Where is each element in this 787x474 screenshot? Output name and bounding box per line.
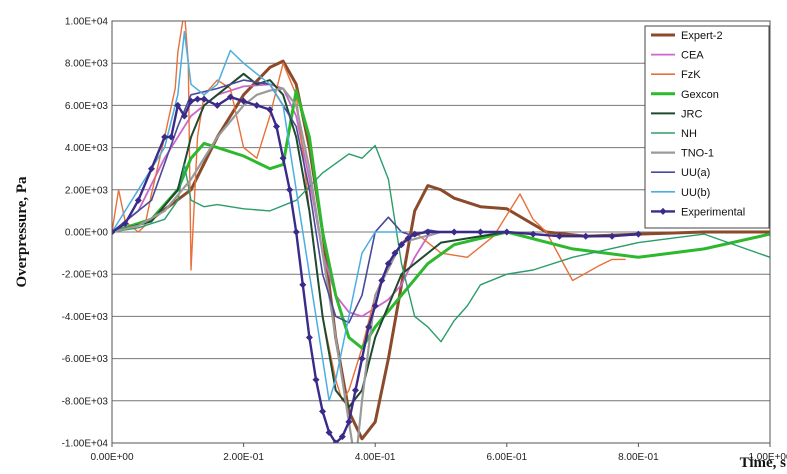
data-point-experimental xyxy=(305,334,313,341)
data-point-experimental xyxy=(424,228,432,236)
data-point-experimental xyxy=(161,133,169,141)
x-tick-label: 1.00E+00 xyxy=(748,452,787,463)
legend-label-nh: NH xyxy=(681,128,697,140)
data-point-experimental xyxy=(411,230,419,238)
series-line-nh xyxy=(112,144,770,343)
data-point-experimental xyxy=(555,232,563,240)
y-tick-label: 8.00E+03 xyxy=(65,59,109,70)
x-tick-label: 0.00E+00 xyxy=(90,452,134,463)
data-point-experimental xyxy=(608,232,616,240)
legend-label-experimental: Experimental xyxy=(681,206,745,218)
legend-label-uu-a: UU(a) xyxy=(681,167,710,179)
data-point-experimental xyxy=(194,95,202,103)
data-point-experimental xyxy=(279,154,287,162)
y-tick-label: 0.00E+00 xyxy=(65,228,109,239)
data-point-experimental xyxy=(240,97,248,105)
data-point-experimental xyxy=(213,101,221,109)
data-point-experimental xyxy=(292,228,300,236)
legend-label-uu-b: UU(b) xyxy=(681,187,710,199)
data-point-experimental xyxy=(503,228,511,236)
data-point-experimental xyxy=(200,95,208,103)
legend-label-gexcon: Gexcon xyxy=(681,89,719,101)
data-point-experimental xyxy=(345,418,353,426)
data-point-experimental xyxy=(338,433,346,441)
plot-border xyxy=(111,20,771,444)
data-point-experimental xyxy=(325,428,333,436)
legend-label-expert-2: Expert-2 xyxy=(681,30,723,42)
y-tick-label: 2.00E+03 xyxy=(65,185,109,196)
y-tick-label: 1.00E+04 xyxy=(65,17,109,28)
data-point-experimental xyxy=(384,260,392,268)
data-point-experimental xyxy=(332,439,340,443)
data-point-experimental xyxy=(312,376,320,384)
legend-label-fzk: FzK xyxy=(681,69,701,81)
legend-label-cea: CEA xyxy=(681,50,704,62)
data-point-experimental xyxy=(378,277,386,285)
data-point-experimental xyxy=(529,230,537,238)
x-axis-title: Time, s xyxy=(740,455,787,471)
data-point-experimental xyxy=(266,106,274,114)
data-point-experimental xyxy=(226,93,234,101)
y-tick-label: -4.00E+03 xyxy=(62,312,109,323)
x-tick-label: 2.00E-01 xyxy=(223,452,264,463)
legend: Expert-2 CEA FzK Gexcon JRC NH TNO-1 UU(a) UU(b)… xyxy=(644,25,770,229)
data-point-experimental xyxy=(371,302,379,310)
data-point-experimental xyxy=(121,220,129,228)
legend-items: Expert-2 CEA FzK Gexcon JRC NH TNO-1 UU(a) UU(b)… xyxy=(651,30,745,218)
legend-box xyxy=(644,25,770,229)
data-point-experimental xyxy=(365,323,373,331)
legend-marker xyxy=(659,207,667,215)
data-point-experimental xyxy=(299,281,307,289)
y-axis-title: Overpressure, Pa xyxy=(14,176,30,288)
series-layer xyxy=(112,21,770,443)
legend-label-tno-1: TNO-1 xyxy=(681,148,714,160)
series-line-uu-b xyxy=(112,30,403,402)
data-point-experimental xyxy=(134,196,142,204)
legend-label-jrc: JRC xyxy=(681,108,702,120)
y-tick-label: 6.00E+03 xyxy=(65,101,109,112)
data-point-experimental xyxy=(582,232,590,240)
data-point-experimental xyxy=(187,97,195,105)
data-point-experimental xyxy=(174,101,182,109)
data-point-experimental xyxy=(286,186,294,194)
series-line-gexcon xyxy=(112,89,770,350)
data-point-experimental xyxy=(351,386,359,394)
data-point-experimental xyxy=(404,234,412,242)
data-point-experimental xyxy=(167,133,175,141)
data-point-experimental xyxy=(319,407,327,415)
data-point-experimental xyxy=(112,228,116,236)
data-point-experimental xyxy=(476,228,484,236)
data-point-experimental xyxy=(634,230,642,238)
series-line-jrc xyxy=(112,72,508,409)
data-point-experimental xyxy=(358,355,366,363)
data-point-experimental xyxy=(180,112,188,120)
x-tick-label: 6.00E-01 xyxy=(487,452,528,463)
y-tick-label: -6.00E+03 xyxy=(62,354,109,365)
data-point-experimental xyxy=(391,249,399,257)
x-tick-label: 8.00E-01 xyxy=(618,452,659,463)
data-point-experimental xyxy=(147,165,155,173)
y-tick-label: -1.00E+04 xyxy=(62,439,109,450)
y-tick-label: -2.00E+03 xyxy=(62,270,109,281)
y-tick-label: -8.00E+03 xyxy=(62,396,109,407)
series-line-uu-a xyxy=(112,79,469,324)
data-point-experimental xyxy=(253,101,261,109)
y-tick-label: 4.00E+03 xyxy=(65,143,109,154)
data-point-experimental xyxy=(450,228,458,236)
x-tick-label: 4.00E-01 xyxy=(355,452,396,463)
x-axis-ticks: 0.00E+00 2.00E-01 4.00E-01 6.00E-01 8.00E-01… xyxy=(90,443,787,463)
data-point-experimental xyxy=(273,123,280,130)
data-point-experimental xyxy=(398,241,406,249)
series-line-fzk xyxy=(112,21,626,402)
y-axis-ticks: 1.00E+04 8.00E+03 6.00E+03 4.00E+03 2.00E+03… xyxy=(62,17,109,450)
